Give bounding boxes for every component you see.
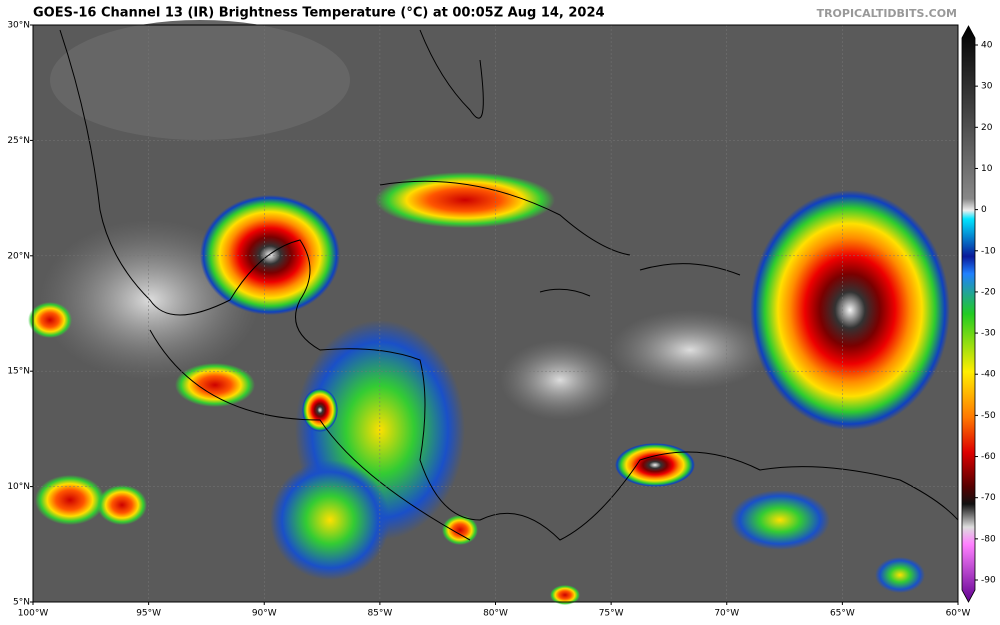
lon-label: 95°W <box>136 609 161 619</box>
colorbar-label: -70 <box>981 493 996 503</box>
lat-label: 25°N <box>7 136 30 146</box>
lon-label: 75°W <box>599 609 624 619</box>
colorbar <box>961 25 976 603</box>
lon-label: 80°W <box>483 609 508 619</box>
lon-label: 60°W <box>946 609 971 619</box>
graticule <box>33 25 958 602</box>
colorbar-label: -80 <box>981 534 996 544</box>
colorbar-label: -90 <box>981 576 996 586</box>
colorbar-label: 10 <box>981 164 993 174</box>
colorbar-label: -20 <box>981 287 996 297</box>
colorbar-label: -30 <box>981 329 996 339</box>
lat-label: 20°N <box>7 251 30 261</box>
lon-label: 65°W <box>830 609 855 619</box>
colorbar-label: 20 <box>981 123 993 133</box>
colorbar-label: -40 <box>981 370 996 380</box>
lon-label: 100°W <box>18 609 49 619</box>
colorbar-label: -60 <box>981 452 996 462</box>
lat-label: 15°N <box>7 367 30 377</box>
lat-label: 10°N <box>7 482 30 492</box>
title: GOES-16 Channel 13 (IR) Brightness Tempe… <box>33 6 605 21</box>
colorbar-label: -10 <box>981 246 996 256</box>
credit: TROPICALTIDBITS.COM <box>817 7 957 20</box>
lat-label: 30°N <box>7 21 30 31</box>
colorbar-label: 0 <box>981 205 987 215</box>
satellite-image <box>28 20 958 605</box>
lon-label: 85°W <box>367 609 392 619</box>
colorbar-label: 40 <box>981 41 993 51</box>
colorbar-label: -50 <box>981 411 996 421</box>
lon-label: 90°W <box>252 609 277 619</box>
lon-label: 70°W <box>714 609 739 619</box>
colorbar-label: 30 <box>981 82 993 92</box>
coastlines <box>59 29 959 541</box>
lat-label: 5°N <box>13 598 30 608</box>
